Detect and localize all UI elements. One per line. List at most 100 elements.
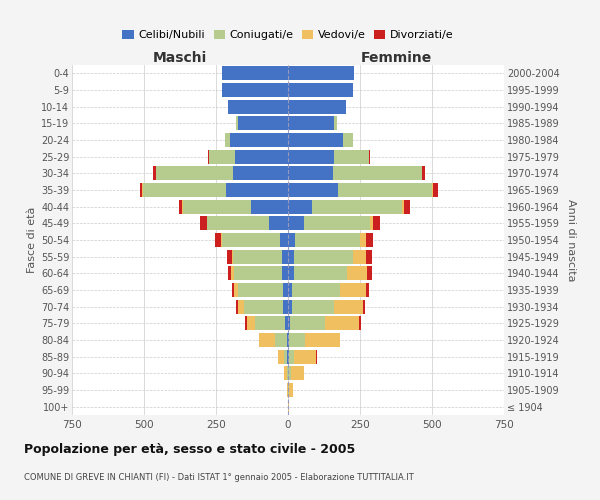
Bar [230,133,288,147]
Bar [288,83,353,97]
Bar [224,133,230,147]
Bar [244,300,283,314]
Bar [334,150,368,164]
Bar [433,183,438,197]
Bar [215,233,221,247]
Bar [404,200,410,214]
Bar [282,250,288,264]
Bar [288,333,289,347]
Bar [232,283,234,297]
Bar [288,216,304,230]
Bar [288,150,334,164]
Bar [223,233,280,247]
Bar [290,366,304,380]
Bar [200,216,207,230]
Bar [292,300,334,314]
Bar [209,150,235,164]
Bar [179,200,182,214]
Bar [155,166,233,180]
Bar [278,350,284,364]
Bar [366,283,368,297]
Bar [245,316,247,330]
Bar [247,316,255,330]
Bar [153,166,155,180]
Text: Popolazione per età, sesso e stato civile - 2005: Popolazione per età, sesso e stato civil… [24,442,355,456]
Bar [332,166,422,180]
Y-axis label: Fasce di età: Fasce di età [26,207,37,273]
Bar [235,150,288,164]
Bar [286,316,288,330]
Bar [238,116,288,130]
Bar [288,116,334,130]
Bar [275,333,287,347]
Bar [340,283,366,297]
Bar [359,316,361,330]
Bar [143,183,226,197]
Bar [288,250,294,264]
Bar [234,266,281,280]
Bar [288,366,290,380]
Bar [233,166,288,180]
Text: Maschi: Maschi [153,51,207,65]
Text: Femmine: Femmine [361,51,431,65]
Bar [269,216,288,230]
Bar [288,133,343,147]
Bar [363,300,365,314]
Bar [238,283,283,297]
Bar [325,316,359,330]
Bar [233,250,282,264]
Bar [208,150,209,164]
Bar [288,266,294,280]
Bar [369,150,370,164]
Bar [280,233,288,247]
Bar [288,283,292,297]
Bar [288,183,338,197]
Bar [313,200,402,214]
Bar [232,250,233,264]
Bar [347,266,367,280]
Bar [366,233,373,247]
Bar [402,200,404,214]
Bar [422,166,425,180]
Bar [373,216,380,230]
Bar [284,350,287,364]
Bar [183,200,251,214]
Bar [238,300,244,314]
Bar [283,300,288,314]
Bar [289,383,293,397]
Bar [295,233,360,247]
Bar [367,266,371,280]
Bar [343,133,353,147]
Bar [360,233,366,247]
Bar [295,350,316,364]
Legend: Celibi/Nubili, Coniugati/e, Vedovi/e, Divorziati/e: Celibi/Nubili, Coniugati/e, Vedovi/e, Di… [118,25,458,44]
Bar [294,250,353,264]
Bar [334,300,363,314]
Bar [255,316,286,330]
Bar [288,100,346,114]
Bar [370,216,373,230]
Bar [259,333,275,347]
Bar [221,233,223,247]
Bar [288,66,354,80]
Bar [353,250,366,264]
Bar [226,183,288,197]
Bar [208,216,269,230]
Bar [338,183,432,197]
Y-axis label: Anni di nascita: Anni di nascita [566,198,577,281]
Bar [294,266,347,280]
Bar [288,300,292,314]
Text: COMUNE DI GREVE IN CHIANTI (FI) - Dati ISTAT 1° gennaio 2005 - Elaborazione TUTT: COMUNE DI GREVE IN CHIANTI (FI) - Dati I… [24,472,414,482]
Bar [228,266,231,280]
Bar [234,283,238,297]
Bar [334,116,337,130]
Bar [236,116,238,130]
Bar [288,200,313,214]
Bar [140,183,142,197]
Bar [284,366,287,380]
Bar [289,333,305,347]
Bar [283,283,288,297]
Bar [227,250,232,264]
Bar [281,266,288,280]
Bar [289,350,295,364]
